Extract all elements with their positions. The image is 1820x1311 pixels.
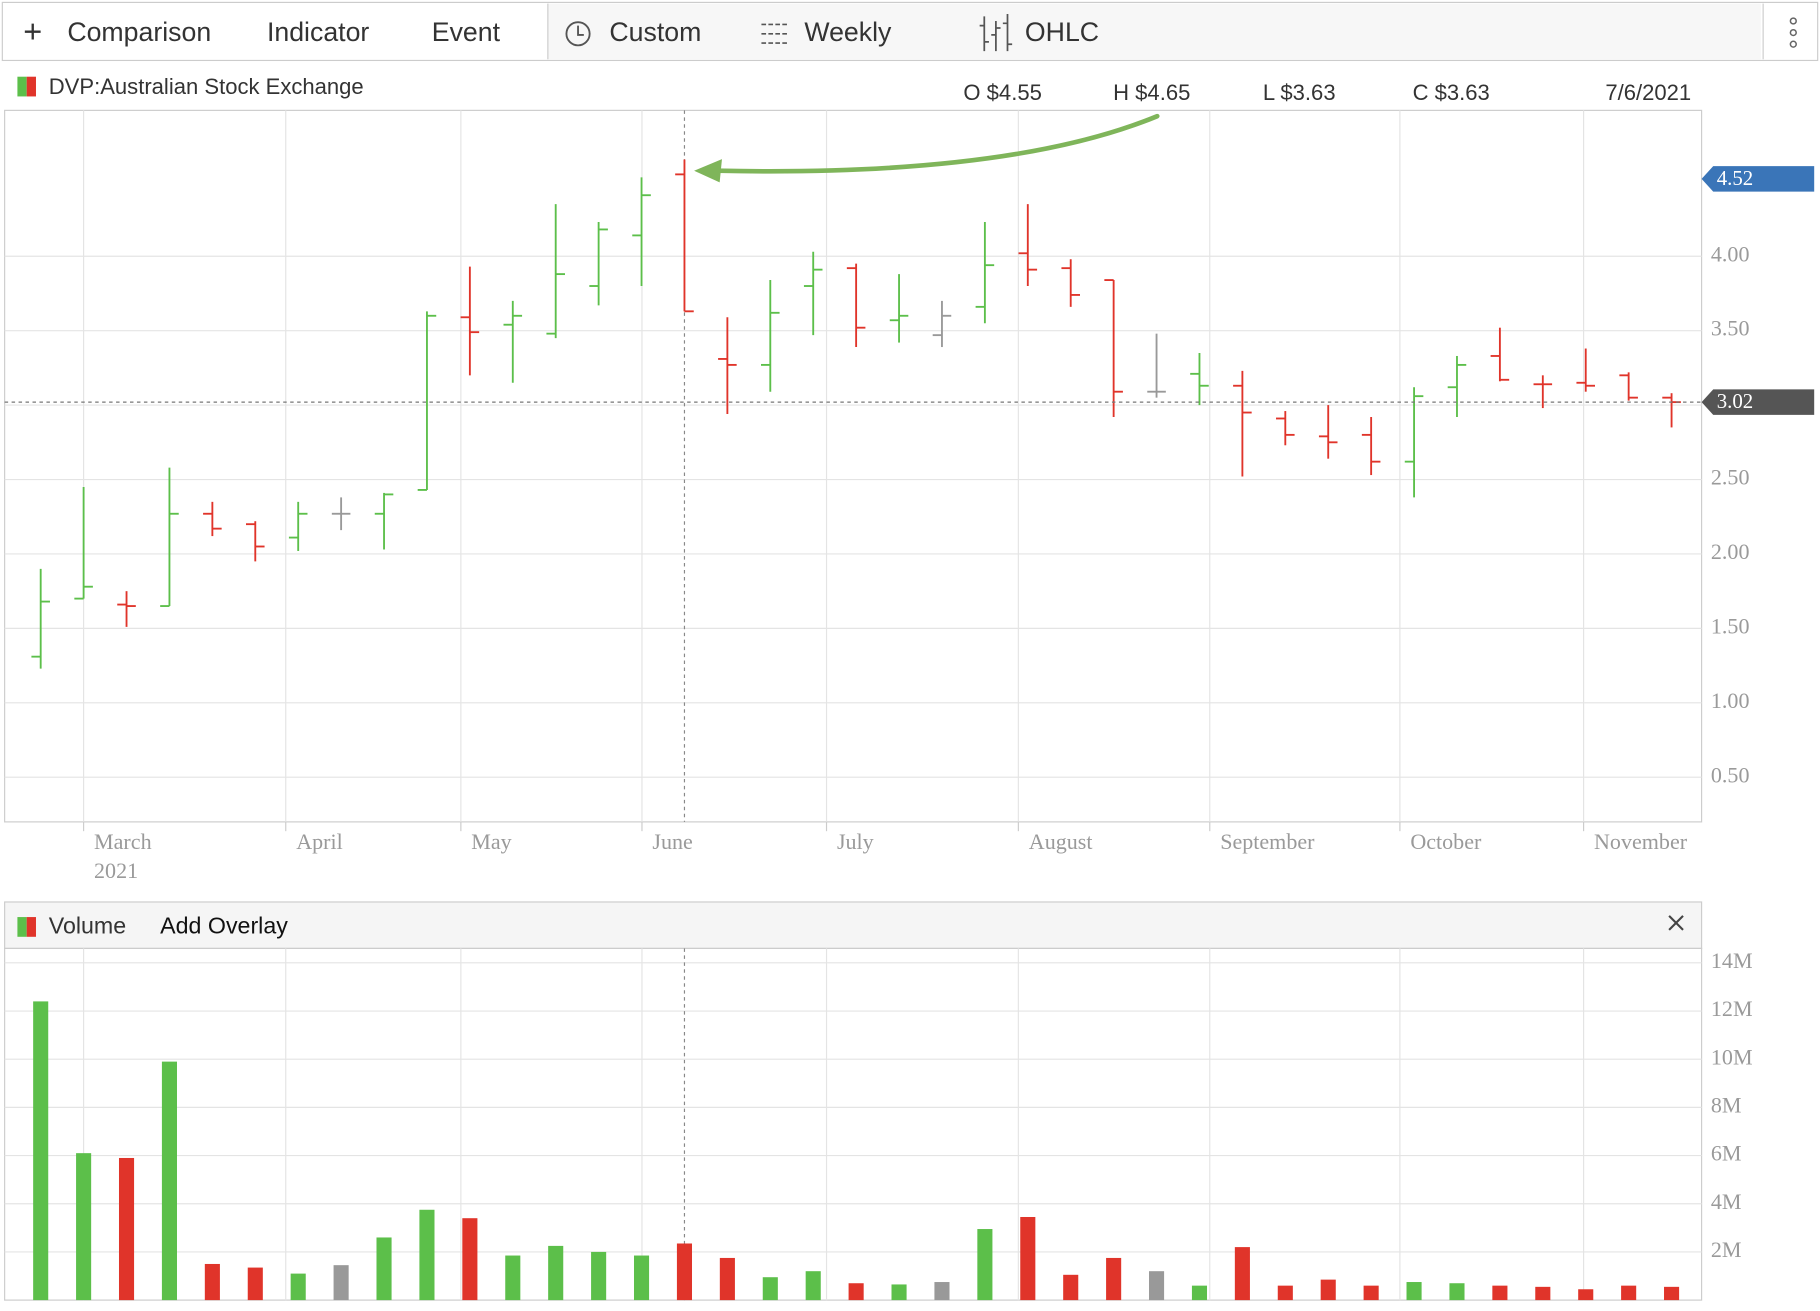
price-marker-label: 4.52	[1717, 166, 1754, 190]
volume-bar	[1535, 1286, 1551, 1301]
volume-bar	[591, 1251, 607, 1301]
weekly-icon	[761, 23, 787, 44]
y-tick-label: 12M	[1711, 996, 1753, 1021]
x-tick-label: April	[296, 829, 343, 854]
x-tick-label: July	[837, 829, 874, 854]
volume-bar	[1363, 1285, 1379, 1301]
add-overlay-button[interactable]: Add Overlay	[160, 913, 288, 939]
volume-bar	[1449, 1283, 1465, 1301]
y-tick-label: 3.50	[1711, 316, 1750, 341]
volume-bar	[376, 1237, 392, 1301]
volume-bar	[1277, 1285, 1293, 1301]
volume-bar	[934, 1282, 950, 1301]
toolbar-right	[547, 3, 1761, 60]
volume-bar	[1063, 1274, 1079, 1301]
price-marker	[1701, 166, 1815, 192]
y-tick-label: 2.50	[1711, 465, 1750, 490]
volume-bar	[891, 1284, 907, 1301]
ohlc-button[interactable]: OHLC	[1025, 17, 1099, 47]
menu-icon[interactable]	[1789, 17, 1797, 48]
volume-bar	[290, 1273, 306, 1301]
volume-chart: 2M 4M 6M 8M 10M 12M 14M	[4, 948, 1753, 1301]
readout-high: H $4.65	[1113, 80, 1190, 105]
annotation-arrow	[694, 113, 1160, 183]
y-tick-label: 2M	[1711, 1237, 1742, 1262]
year-label: 2021	[94, 858, 138, 883]
legend-swatch	[26, 917, 36, 937]
plus-icon[interactable]: +	[23, 13, 42, 49]
volume-bar	[419, 1209, 435, 1301]
x-tick-label: August	[1029, 829, 1093, 854]
x-tick-label: November	[1594, 829, 1688, 854]
volume-bar	[1020, 1216, 1036, 1301]
event-button[interactable]: Event	[432, 17, 501, 47]
price-marker	[1701, 389, 1815, 415]
volume-bar	[805, 1271, 821, 1301]
custom-button[interactable]: Custom	[609, 17, 701, 47]
volume-bar	[462, 1218, 478, 1301]
volume-bar	[633, 1255, 650, 1301]
volume-bar	[505, 1255, 521, 1301]
volume-bar	[1234, 1247, 1250, 1301]
x-tick-label: June	[652, 829, 693, 854]
volume-bar	[1578, 1289, 1594, 1301]
readout-open: O $4.55	[963, 80, 1041, 105]
readout-date: 7/6/2021	[1605, 80, 1691, 105]
x-tick-label: May	[471, 829, 511, 854]
price-chart: March April May June July August September Octo…	[4, 110, 1815, 854]
y-tick-label: 2.00	[1711, 539, 1750, 564]
x-tick-label: March	[94, 829, 152, 854]
y-tick-label: 6M	[1711, 1141, 1742, 1166]
clock-icon	[565, 21, 591, 47]
volume-bar	[247, 1267, 263, 1301]
volume-bar	[848, 1283, 864, 1301]
y-tick-label: 8M	[1711, 1092, 1742, 1117]
volume-bar	[1621, 1285, 1637, 1301]
x-tick-label: October	[1410, 829, 1482, 854]
y-tick-label: 1.00	[1711, 688, 1750, 713]
volume-bar	[977, 1229, 993, 1301]
y-tick-label: 4M	[1711, 1189, 1742, 1214]
volume-bar	[762, 1277, 778, 1301]
volume-bar	[1320, 1279, 1336, 1301]
legend-swatch	[17, 917, 27, 937]
y-tick-label: 14M	[1711, 948, 1753, 973]
volume-header	[4, 901, 1703, 949]
y-tick-label: 10M	[1711, 1044, 1753, 1069]
volume-bar	[719, 1257, 735, 1301]
readout-close: C $3.63	[1413, 80, 1490, 105]
series-name: DVP:Australian Stock Exchange	[49, 74, 364, 99]
volume-bar	[76, 1153, 92, 1301]
volume-bar	[1106, 1257, 1122, 1301]
comparison-button[interactable]: Comparison	[67, 17, 211, 47]
volume-bar	[333, 1265, 349, 1301]
volume-bar	[1664, 1286, 1680, 1301]
price-plot-frame	[4, 109, 1703, 823]
close-icon[interactable]	[1668, 915, 1684, 931]
ohlc-icon	[979, 14, 1013, 52]
y-tick-label: 1.50	[1711, 613, 1750, 638]
legend-swatch	[26, 76, 36, 97]
volume-bar	[161, 1061, 177, 1301]
y-tick-label: 4.00	[1711, 241, 1750, 266]
volume-bar	[1492, 1285, 1508, 1301]
volume-bar	[1406, 1282, 1422, 1301]
volume-bar	[118, 1157, 135, 1301]
weekly-button[interactable]: Weekly	[804, 17, 892, 47]
volume-bar	[33, 1001, 49, 1301]
indicator-button[interactable]: Indicator	[267, 17, 369, 47]
y-tick-label: 0.50	[1711, 762, 1750, 787]
volume-label: Volume	[49, 913, 126, 939]
price-marker-label: 3.02	[1717, 389, 1754, 413]
x-tick-label: September	[1220, 829, 1315, 854]
legend-swatch	[17, 76, 27, 97]
readout-low: L $3.63	[1263, 80, 1336, 105]
volume-bar	[204, 1263, 220, 1301]
volume-bar	[676, 1243, 693, 1301]
volume-bar	[548, 1245, 564, 1301]
volume-bar	[1149, 1271, 1165, 1301]
volume-bar	[1191, 1285, 1208, 1301]
